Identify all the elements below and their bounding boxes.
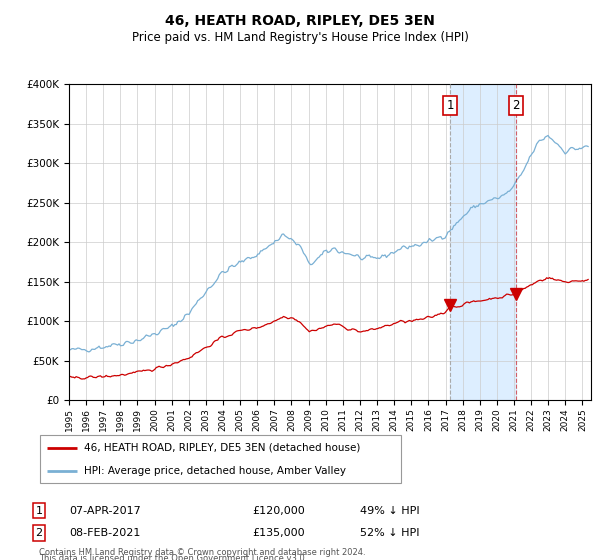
Text: 46, HEATH ROAD, RIPLEY, DE5 3EN (detached house): 46, HEATH ROAD, RIPLEY, DE5 3EN (detache… bbox=[85, 442, 361, 452]
Text: 1: 1 bbox=[446, 99, 454, 112]
Text: 2: 2 bbox=[35, 528, 43, 538]
Text: HPI: Average price, detached house, Amber Valley: HPI: Average price, detached house, Ambe… bbox=[85, 466, 346, 476]
Text: Price paid vs. HM Land Registry's House Price Index (HPI): Price paid vs. HM Land Registry's House … bbox=[131, 31, 469, 44]
Bar bbox=[450, 84, 515, 400]
Text: 52% ↓ HPI: 52% ↓ HPI bbox=[360, 528, 419, 538]
Text: 46, HEATH ROAD, RIPLEY, DE5 3EN: 46, HEATH ROAD, RIPLEY, DE5 3EN bbox=[165, 14, 435, 28]
Text: 2: 2 bbox=[512, 99, 520, 112]
Text: £135,000: £135,000 bbox=[252, 528, 305, 538]
Text: 49% ↓ HPI: 49% ↓ HPI bbox=[360, 506, 419, 516]
Text: Contains HM Land Registry data © Crown copyright and database right 2024.: Contains HM Land Registry data © Crown c… bbox=[39, 548, 365, 557]
Text: 07-APR-2017: 07-APR-2017 bbox=[69, 506, 141, 516]
Text: £120,000: £120,000 bbox=[252, 506, 305, 516]
Text: 1: 1 bbox=[35, 506, 43, 516]
Text: 08-FEB-2021: 08-FEB-2021 bbox=[69, 528, 140, 538]
FancyBboxPatch shape bbox=[40, 435, 401, 483]
Text: This data is licensed under the Open Government Licence v3.0.: This data is licensed under the Open Gov… bbox=[39, 554, 307, 560]
